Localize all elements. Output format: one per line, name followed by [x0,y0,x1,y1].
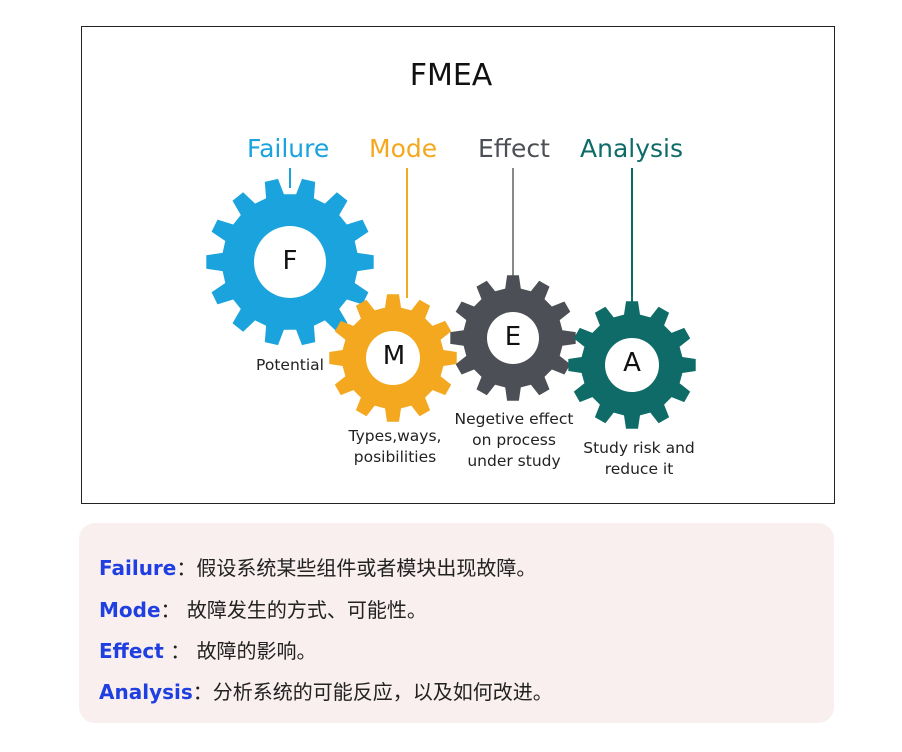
heading-analysis: Analysis [580,134,684,163]
separator: ： [160,598,187,622]
caption-effect: Negetive effect on process under study [448,409,580,472]
term-failure: Failure [99,556,177,580]
caption-effect-line1: Negetive effect [454,410,574,428]
gear-m-letter: M [382,341,406,371]
gears-illustration [206,168,696,429]
caption-analysis-line1: Study risk and [583,439,695,457]
term-mode: Mode [99,598,161,622]
term-effect: Effect [99,639,164,663]
gear-m-hub [366,331,420,385]
gear-a-hub [605,338,659,392]
caption-failure: Potential [256,356,324,374]
diagram-title: FMEA [409,58,493,93]
gear-a-icon [568,301,696,429]
heading-failure: Failure [247,134,330,163]
gear-a-letter: A [623,348,641,378]
term-analysis: Analysis [99,680,193,704]
caption-analysis-line2: reduce it [604,460,674,478]
heading-effect: Effect [478,134,550,163]
heading-mode: Mode [369,134,438,163]
separator: ： [163,639,197,663]
caption-mode: Types,ways, posibilities [336,426,454,468]
caption-mode-line1: Types,ways, [348,427,442,445]
gear-f-hub [254,226,326,298]
gear-e-icon [450,275,576,401]
gear-e-letter: E [504,322,522,352]
definition-row-mode: Mode： 故障发生的方式、可能性。 [99,594,427,623]
definition-effect: 故障的影响。 [196,639,317,663]
definition-row-effect: Effect ： 故障的影响。 [99,635,317,664]
caption-mode-line2: posibilities [353,448,437,466]
gear-f-letter: F [282,246,298,276]
caption-effect-line2: on process [472,431,556,449]
gear-e-hub [487,312,539,364]
definition-mode: 故障发生的方式、可能性。 [186,598,427,622]
caption-effect-line3: under study [467,452,561,470]
definition-failure: 假设系统某些组件或者模块出现故障。 [196,556,537,580]
definitions-panel: Failure：假设系统某些组件或者模块出现故障。 Mode： 故障发生的方式、… [79,523,834,723]
definition-analysis: 分析系统的可能反应，以及如何改进。 [212,680,553,704]
separator: ： [176,556,197,580]
separator: ： [192,680,213,704]
caption-analysis: Study risk and reduce it [574,438,704,480]
definition-row-failure: Failure：假设系统某些组件或者模块出现故障。 [99,552,536,581]
definition-row-analysis: Analysis：分析系统的可能反应，以及如何改进。 [99,676,553,705]
gear-m-icon [329,294,457,422]
gear-f-icon [206,178,374,346]
